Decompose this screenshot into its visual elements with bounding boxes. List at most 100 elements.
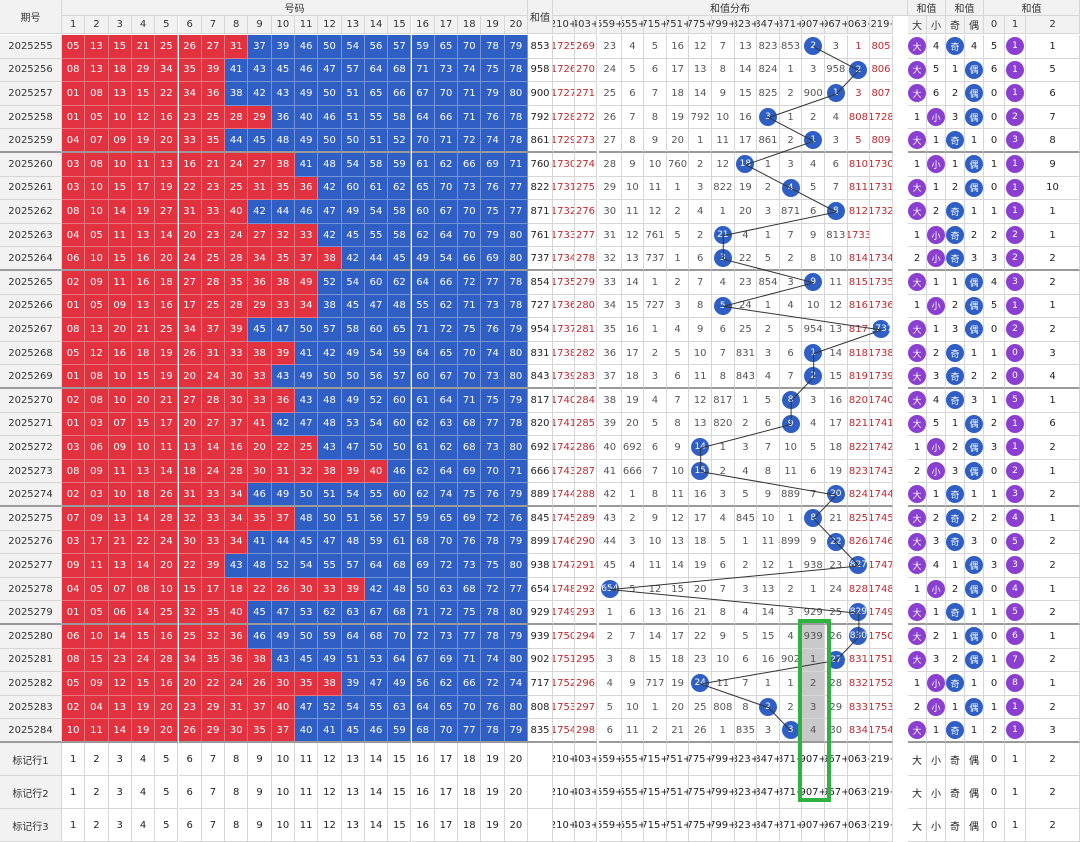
mod-cell: 4 <box>984 271 1005 295</box>
marker-number: 4 <box>131 743 156 776</box>
number-cell: 27 <box>178 389 202 413</box>
number-cell: 66 <box>388 82 412 106</box>
number-cell: 25 <box>155 601 179 625</box>
oddeven-cell: 1 <box>946 554 965 578</box>
oddeven-cell: 偶 <box>965 105 984 130</box>
odd-ball: 奇 <box>946 721 964 740</box>
number-cell: 13 <box>178 436 202 460</box>
header-number-col: 18 <box>458 16 482 34</box>
number-cell: 57 <box>318 318 342 342</box>
number-cell: 45 <box>341 223 365 248</box>
number-cell: 71 <box>411 318 435 342</box>
dist-cell: 1 <box>621 483 645 507</box>
mod-cell: 0 <box>984 318 1005 342</box>
number-cell: 19 <box>131 695 156 720</box>
dist-cell: 3 <box>847 82 871 106</box>
number-cell: 37 <box>248 695 272 720</box>
number-cell: 18 <box>178 459 202 484</box>
dist-cell: 1 <box>644 695 667 720</box>
number-cell: 07 <box>85 129 109 153</box>
mod-cell: 1 <box>1026 35 1080 59</box>
mod-cell: 1 <box>1026 577 1080 602</box>
number-cell: 64 <box>434 459 459 484</box>
dist-cell: 5 <box>666 341 690 366</box>
even-ball: 偶 <box>965 60 983 79</box>
header-number-col: 3 <box>108 16 132 34</box>
marker-dist: 655+ <box>621 809 645 842</box>
dist-cell <box>870 223 893 248</box>
dist-cell: 1740 <box>553 389 575 413</box>
number-cell: 20 <box>178 412 202 437</box>
dist-cell: 5 <box>779 318 803 342</box>
header-dist-col: 799+ <box>712 16 735 34</box>
mod-cell: 1 <box>1005 412 1026 437</box>
number-cell: 68 <box>411 719 435 743</box>
oddeven-cell: 偶 <box>965 318 984 342</box>
number-cell: 37 <box>295 247 319 271</box>
marker-number: 14 <box>364 776 389 809</box>
number-cell: 32 <box>178 601 202 625</box>
dist-cell: 19 <box>734 176 758 201</box>
oddeven-cell: 偶 <box>965 577 984 602</box>
bigsmall-cell: 小 <box>927 436 946 460</box>
number-cell: 31 <box>225 695 249 720</box>
mod-ball: 4 <box>1006 509 1024 528</box>
dist-cell: 28 <box>825 672 848 696</box>
mod-ball: 1 <box>1006 84 1024 103</box>
number-cell: 10 <box>131 436 156 460</box>
number-cell: 43 <box>318 436 342 460</box>
number-cell: 09 <box>108 129 132 153</box>
dist-cell: 1 <box>666 176 690 201</box>
oddeven-cell: 1 <box>965 672 984 696</box>
dist-cell: 831 <box>847 648 871 673</box>
oddeven-cell: 4 <box>965 35 984 59</box>
number-cell: 36 <box>225 648 249 673</box>
marker-odd: 奇 <box>946 809 965 842</box>
number-cell: 13 <box>131 294 156 319</box>
mod-cell: 1 <box>984 200 1005 224</box>
number-cell: 42 <box>318 223 342 248</box>
dist-cell: 1 <box>802 129 825 153</box>
oddeven-cell: 2 <box>946 436 965 460</box>
number-cell: 77 <box>504 176 528 201</box>
sum-ball: 8 <box>804 509 823 528</box>
number-cell: 57 <box>388 365 412 389</box>
bigsmall-cell: 小 <box>927 223 946 248</box>
dist-cell: 4 <box>734 459 758 484</box>
dist-cell: 8 <box>779 389 803 413</box>
number-cell: 50 <box>295 318 319 342</box>
number-cell: 80 <box>504 554 528 578</box>
number-cell: 28 <box>225 459 249 484</box>
number-cell: 16 <box>155 672 179 696</box>
number-cell: 17 <box>178 294 202 319</box>
big-ball: 大 <box>908 367 926 386</box>
dist-cell: 8 <box>712 601 735 625</box>
number-cell: 75 <box>458 483 482 507</box>
bigsmall-cell: 小 <box>927 294 946 319</box>
oddeven-cell: 偶 <box>965 554 984 578</box>
dist-cell: 7 <box>712 35 735 59</box>
number-cell: 10 <box>85 247 109 271</box>
dist-cell: 11 <box>644 176 667 201</box>
number-cell: 69 <box>458 459 482 484</box>
mod-cell: 2 <box>1026 554 1080 578</box>
mod-cell: 3 <box>1005 271 1026 295</box>
dist-cell: 824 <box>847 483 871 507</box>
period-cell: 2025257 <box>0 82 62 106</box>
number-cell: 63 <box>434 577 459 602</box>
marker-dist: 559+ <box>599 776 622 809</box>
number-cell: 49 <box>295 82 319 106</box>
dist-cell: 4 <box>779 625 803 649</box>
marker-dist: 871+ <box>779 809 803 842</box>
sum-ball: 14 <box>691 438 710 457</box>
dist-cell: 902 <box>779 648 803 673</box>
marker-number: 15 <box>388 809 412 842</box>
number-cell: 76 <box>504 507 528 531</box>
sum-cell: 861 <box>528 129 553 153</box>
period-cell: 2025276 <box>0 530 62 555</box>
mod-cell: 0 <box>984 129 1005 153</box>
dist-cell: 2 <box>802 672 825 696</box>
dist-cell: 807 <box>870 82 893 106</box>
bigsmall-cell: 小 <box>927 153 946 177</box>
